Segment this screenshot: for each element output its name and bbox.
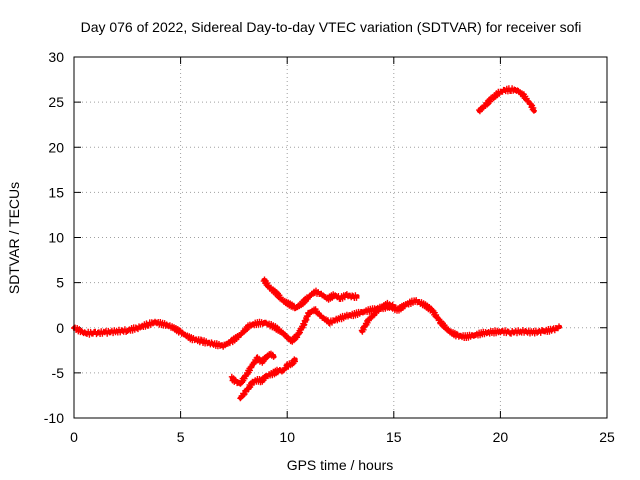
x-tick-label: 5 — [177, 429, 185, 445]
y-tick-label: -10 — [44, 410, 64, 426]
data-layer — [71, 85, 563, 402]
x-tick-label: 15 — [386, 429, 402, 445]
y-tick-label: 20 — [48, 139, 64, 155]
chart-title: Day 076 of 2022, Sidereal Day-to-day VTE… — [81, 19, 582, 35]
y-tick-label: 0 — [56, 320, 64, 336]
series-lower-arc-1 — [228, 350, 277, 387]
series-top-arc — [476, 85, 537, 115]
series-trace — [71, 297, 562, 350]
grid — [74, 57, 607, 418]
y-tick-label: -5 — [52, 365, 65, 381]
x-tick-label: 10 — [279, 429, 295, 445]
series-trace — [476, 85, 537, 115]
series-trace — [260, 276, 360, 312]
plot-frame — [73, 56, 608, 419]
x-axis-label: GPS time / hours — [287, 457, 394, 473]
series-upper-arc — [260, 276, 360, 312]
series-trace — [228, 350, 277, 387]
y-tick-label: 5 — [56, 275, 64, 291]
y-tick-label: 25 — [48, 94, 64, 110]
y-tick-label: 30 — [48, 49, 64, 65]
series-main-trace — [71, 297, 563, 350]
y-tick-label: 10 — [48, 230, 64, 246]
x-tick-label: 0 — [70, 429, 78, 445]
axis-ticks: 0 5 10 15 20 25 -10 -5 0 5 10 15 20 25 30 — [44, 49, 615, 445]
series-trace — [358, 299, 396, 335]
y-tick-label: 15 — [48, 184, 64, 200]
series-lower-arc-2 — [237, 356, 298, 402]
x-tick-label: 25 — [599, 429, 615, 445]
y-axis-label: SDTVAR / TECUs — [6, 182, 22, 294]
x-tick-label: 20 — [493, 429, 509, 445]
series-upper-small-branch — [358, 299, 396, 335]
series-trace — [237, 356, 298, 402]
